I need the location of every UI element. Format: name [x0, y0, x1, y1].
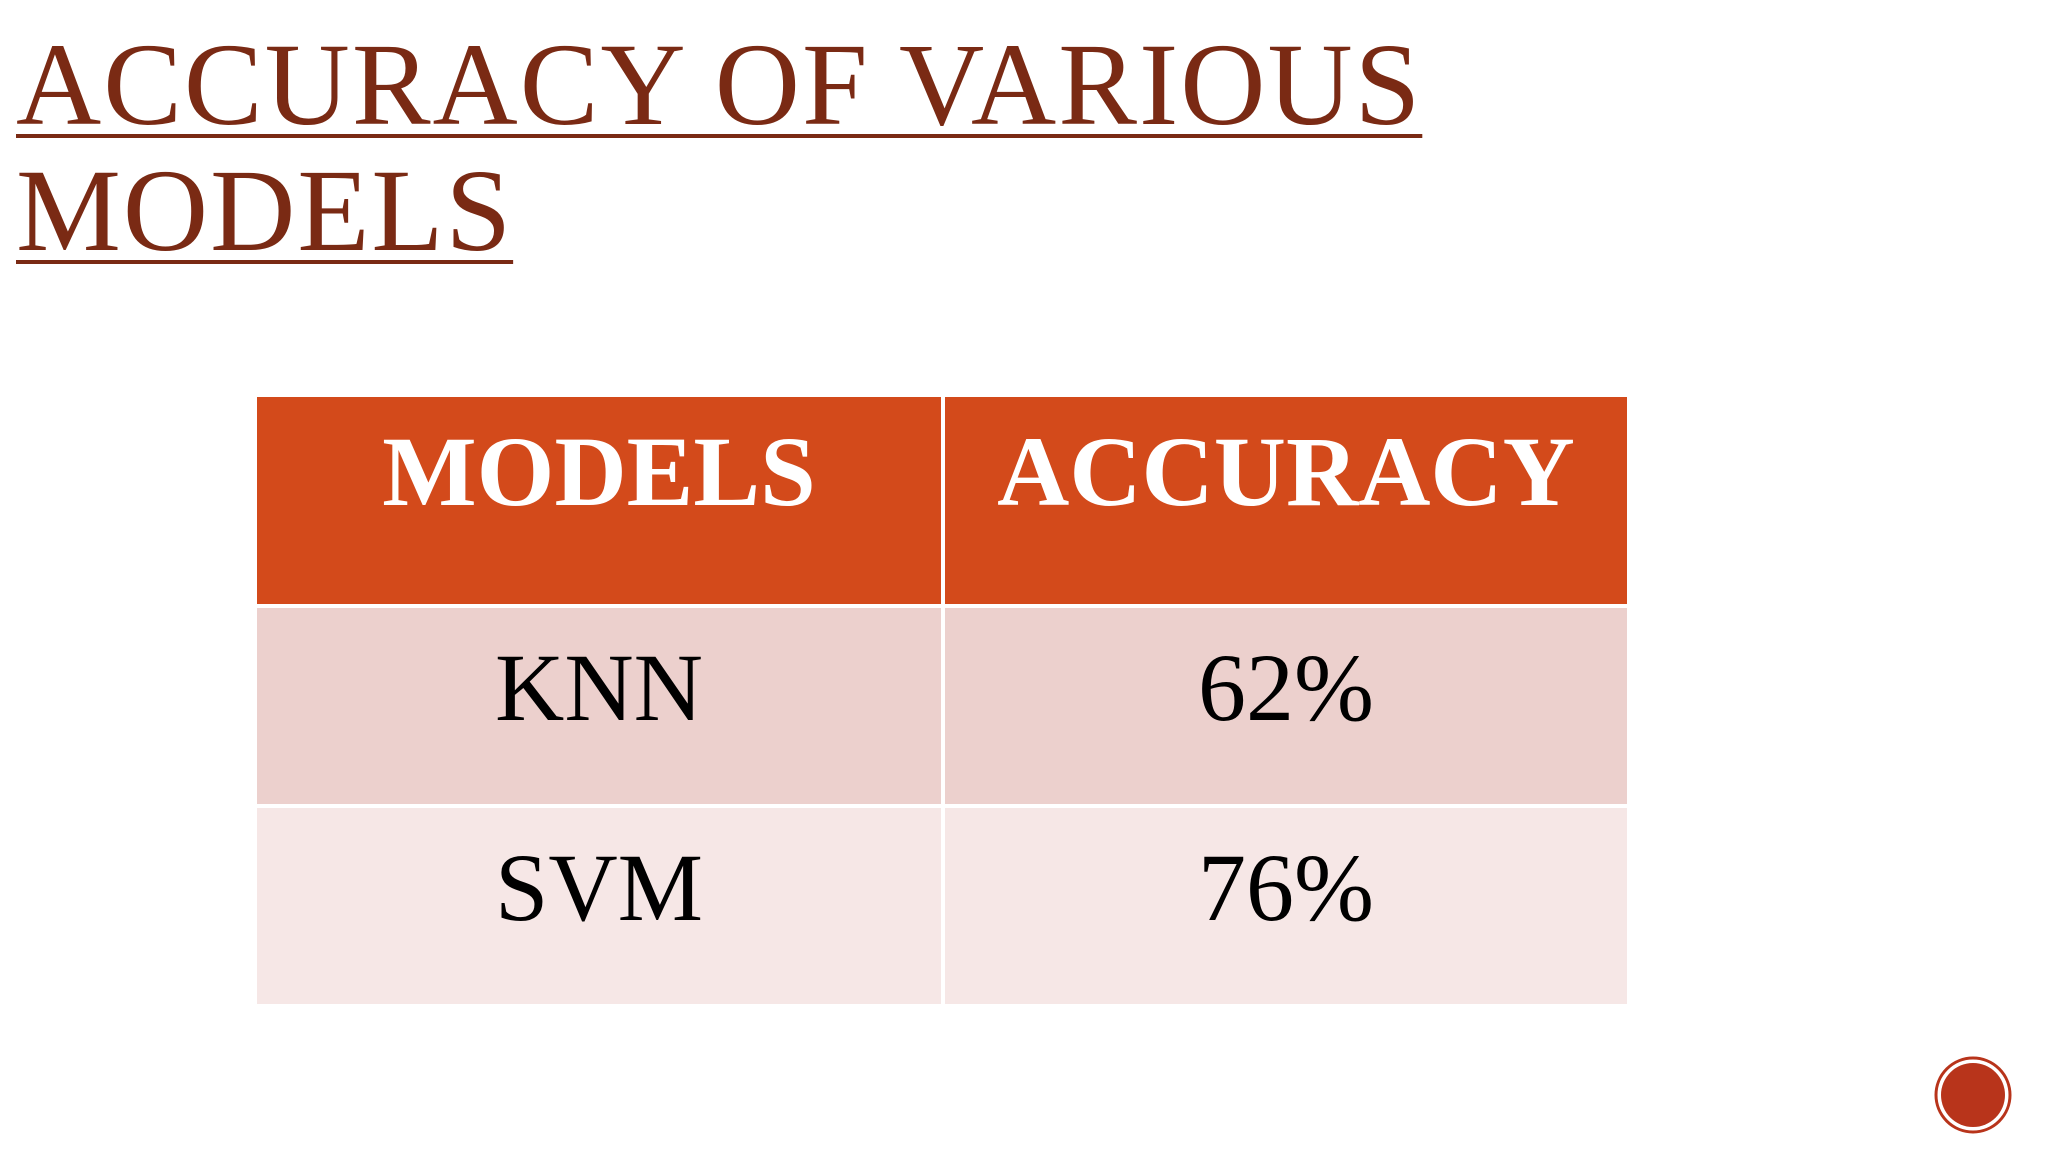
header-cell: ACCURACY [941, 393, 1631, 608]
table-cell: KNN [253, 604, 945, 808]
table-body: KNN 62% SVM 76% [253, 604, 1631, 1008]
accuracy-table: MODELS ACCURACY KNN 62% SVM 76% [253, 393, 1631, 1008]
table-row: KNN 62% [253, 604, 1631, 808]
slide-title: ACCURACY OF VARIOUS MODELS [16, 19, 1423, 276]
header-cell: MODELS [253, 393, 945, 608]
header-row: MODELS ACCURACY [253, 393, 1631, 608]
nav-button[interactable] [1930, 1052, 2016, 1138]
table-header: MODELS ACCURACY [253, 393, 1631, 608]
table-cell: SVM [253, 804, 945, 1008]
table-cell: 62% [941, 604, 1631, 808]
table-cell: 76% [941, 804, 1631, 1008]
table-row: SVM 76% [253, 804, 1631, 1008]
